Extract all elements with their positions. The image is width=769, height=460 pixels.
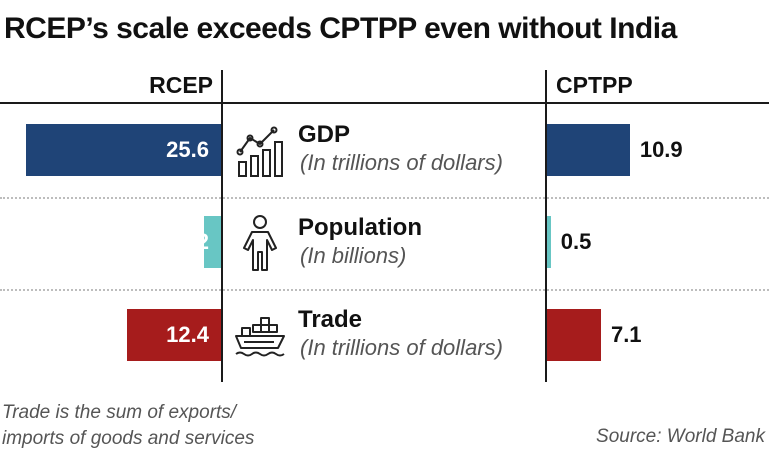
value-cptpp-trade: 7.1 xyxy=(610,322,642,347)
value-cptpp-gdp: 10.9 xyxy=(639,137,683,162)
value-rcep-population: 2.2 xyxy=(178,229,209,254)
footnote: Trade is the sum of exports/ imports of … xyxy=(2,400,254,452)
source-note: Source: World Bank xyxy=(596,426,765,447)
chart-title: RCEP’s scale exceeds CPTPP even without … xyxy=(4,12,677,45)
bar-cptpp-gdp xyxy=(547,124,630,176)
label-population: Population xyxy=(298,214,422,241)
unit-trade: (In trillions of dollars) xyxy=(300,335,503,360)
cargo-ship-icon xyxy=(235,317,285,357)
value-rcep-gdp: 25.6 xyxy=(166,137,209,162)
bar-rcep-gdp xyxy=(26,124,221,176)
rcep-axis-line xyxy=(221,70,223,382)
bar-rcep-trade xyxy=(126,309,221,361)
bar-rcep-population xyxy=(204,216,221,268)
unit-gdp: (In trillions of dollars) xyxy=(300,150,503,175)
label-gdp: GDP xyxy=(298,121,351,148)
footnote-line-2: imports of goods and services xyxy=(2,428,255,449)
row-divider-1 xyxy=(0,197,769,199)
header-divider xyxy=(0,102,769,104)
chart-growth-icon xyxy=(236,126,283,177)
bar-cptpp-population xyxy=(547,216,551,268)
cptpp-header: CPTPP xyxy=(556,72,633,98)
cptpp-axis-line xyxy=(545,70,547,382)
footnote-line-1: Trade is the sum of exports/ xyxy=(2,402,237,423)
person-icon xyxy=(243,215,277,271)
rcep-header: RCEP xyxy=(149,72,213,98)
bar-cptpp-trade xyxy=(547,309,601,361)
label-trade: Trade xyxy=(298,306,363,333)
value-cptpp-population: 0.5 xyxy=(560,229,592,254)
row-divider-2 xyxy=(0,289,769,291)
value-rcep-trade: 12.4 xyxy=(166,322,209,347)
unit-population: (In billions) xyxy=(300,243,407,268)
